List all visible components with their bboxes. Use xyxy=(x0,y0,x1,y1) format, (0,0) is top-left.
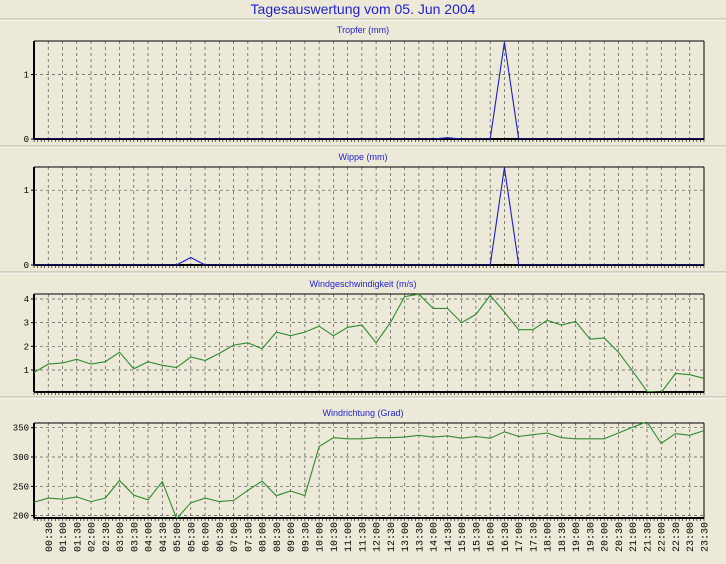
x-tick-label: 01:30 xyxy=(73,522,84,552)
x-tick-label: 21:00 xyxy=(629,522,640,552)
series-line xyxy=(34,422,704,518)
subplot-title: Wippe (mm) xyxy=(339,152,388,162)
x-tick-label: 04:00 xyxy=(145,522,156,552)
x-tick-label: 03:30 xyxy=(130,522,141,552)
x-tick-label: 15:30 xyxy=(472,522,483,552)
y-tick-label: 3 xyxy=(24,319,29,329)
x-tick-label: 22:00 xyxy=(658,522,669,552)
x-tick-label: 14:00 xyxy=(430,522,441,552)
subplot-3: Windgeschwindigkeit (m/s) 1 2 3 4 xyxy=(24,279,705,395)
x-tick-label: 11:00 xyxy=(344,522,355,552)
subplot-title: Windrichtung (Grad) xyxy=(322,408,403,418)
y-tick-label: 250 xyxy=(13,482,29,492)
subplot-title: Tropfer (mm) xyxy=(337,25,389,35)
x-tick-label: 07:30 xyxy=(244,522,255,552)
x-tick-label: 05:00 xyxy=(173,522,184,552)
x-tick-label: 20:30 xyxy=(615,522,626,552)
x-tick-label: 13:30 xyxy=(415,522,426,552)
subplot-4: Windrichtung (Grad) 200 250 300 350 00:30 01:0… xyxy=(13,408,712,552)
x-tick-label: 07:00 xyxy=(230,522,241,552)
x-tick-label: 08:00 xyxy=(259,522,270,552)
y-tick-label: 350 xyxy=(13,424,29,434)
x-tick-label: 04:30 xyxy=(159,522,170,552)
subplot-title: Windgeschwindigkeit (m/s) xyxy=(309,279,416,289)
x-tick-label: 16:30 xyxy=(501,522,512,552)
x-tick-label: 17:00 xyxy=(515,522,526,552)
y-tick-label: 0 xyxy=(24,261,29,271)
x-tick-label: 19:00 xyxy=(572,522,583,552)
x-tick-label: 10:00 xyxy=(316,522,327,552)
x-tick-label: 21:30 xyxy=(643,522,654,552)
x-tick-label: 15:00 xyxy=(458,522,469,552)
series-line xyxy=(34,167,704,265)
x-tick-label: 18:00 xyxy=(544,522,555,552)
x-tick-label: 19:30 xyxy=(586,522,597,552)
x-tick-label: 18:30 xyxy=(558,522,569,552)
x-tick-label: 02:30 xyxy=(102,522,113,552)
y-tick-label: 300 xyxy=(13,453,29,463)
x-tick-label: 22:30 xyxy=(672,522,683,552)
x-tick-label: 16:00 xyxy=(487,522,498,552)
y-tick-label: 1 xyxy=(24,186,29,196)
x-tick-label: 06:30 xyxy=(216,522,227,552)
y-tick-label: 200 xyxy=(13,512,29,522)
series-line xyxy=(34,293,704,392)
subplot-2: Wippe (mm) 0 1 xyxy=(24,152,705,271)
x-tick-label: 09:00 xyxy=(287,522,298,552)
y-tick-label: 2 xyxy=(24,342,29,352)
x-tick-label: 13:00 xyxy=(401,522,412,552)
x-tick-label: 10:30 xyxy=(330,522,341,552)
x-tick-label: 02:00 xyxy=(88,522,99,552)
x-tick-label: 00:30 xyxy=(45,522,56,552)
x-tick-label: 09:30 xyxy=(301,522,312,552)
x-tick-label: 01:00 xyxy=(59,522,70,552)
x-tick-label: 23:00 xyxy=(686,522,697,552)
x-tick-label: 12:30 xyxy=(387,522,398,552)
y-tick-label: 0 xyxy=(24,135,29,145)
x-tick-label: 03:00 xyxy=(116,522,127,552)
x-tick-label: 11:30 xyxy=(358,522,369,552)
subplot-1: Tropfer (mm) 0 1 xyxy=(24,25,705,145)
main-title: Tagesauswertung vom 05. Jun 2004 xyxy=(251,1,476,17)
x-tick-label: 23:30 xyxy=(701,522,712,552)
y-tick-label: 1 xyxy=(24,366,29,376)
x-tick-label: 05:30 xyxy=(187,522,198,552)
y-tick-label: 1 xyxy=(24,71,29,81)
x-tick-label: 14:30 xyxy=(444,522,455,552)
x-tick-label: 12:00 xyxy=(373,522,384,552)
x-tick-label: 08:30 xyxy=(273,522,284,552)
x-tick-label: 06:00 xyxy=(202,522,213,552)
x-tick-label: 17:30 xyxy=(529,522,540,552)
y-tick-label: 4 xyxy=(24,295,29,305)
x-tick-label: 20:00 xyxy=(601,522,612,552)
series-line xyxy=(34,42,704,139)
